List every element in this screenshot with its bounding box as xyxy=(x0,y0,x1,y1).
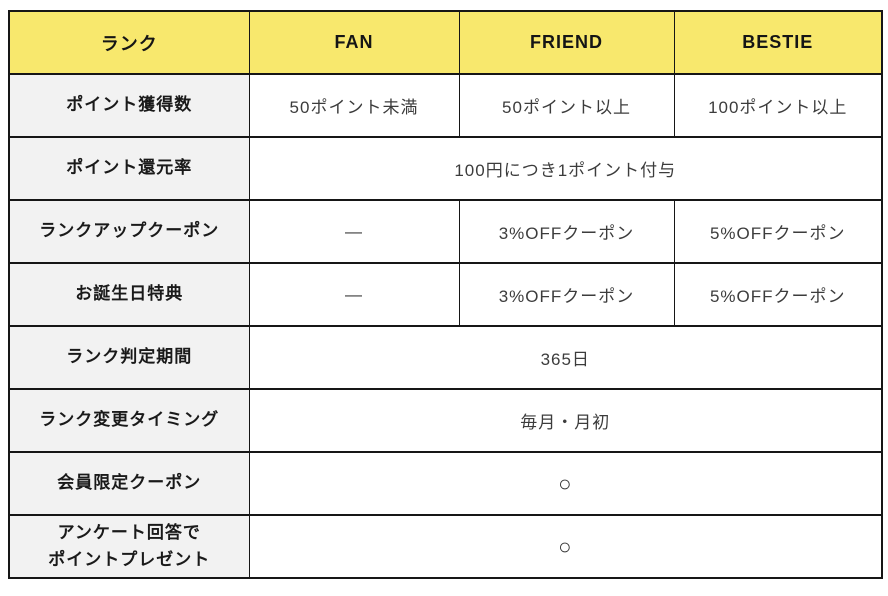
cell-rankup-coupon-bestie: 5%OFFクーポン xyxy=(673,199,883,264)
cell-birthday-benefit-bestie: 5%OFFクーポン xyxy=(673,262,883,327)
table-row-rank-change-timing: ランク変更タイミング 毎月・月初 xyxy=(8,388,883,453)
header-cell-friend: FRIEND xyxy=(458,10,675,75)
table-row-birthday-benefit: お誕生日特典 ― 3%OFFクーポン 5%OFFクーポン xyxy=(8,262,883,327)
header-cell-rank: ランク xyxy=(8,10,250,75)
table-row-point-rate: ポイント還元率 100円につき1ポイント付与 xyxy=(8,136,883,201)
cell-points-earned-bestie: 100ポイント以上 xyxy=(673,73,883,138)
row-label-birthday-benefit: お誕生日特典 xyxy=(8,262,250,327)
cell-points-earned-friend: 50ポイント以上 xyxy=(458,73,675,138)
row-label-rank-period: ランク判定期間 xyxy=(8,325,250,390)
cell-rank-period-all: 365日 xyxy=(248,325,883,390)
cell-rankup-coupon-fan: ― xyxy=(248,199,460,264)
header-cell-fan: FAN xyxy=(248,10,460,75)
membership-rank-table: ランク FAN FRIEND BESTIE ポイント獲得数 50ポイント未満 5… xyxy=(8,10,883,579)
table-row-points-earned: ポイント獲得数 50ポイント未満 50ポイント以上 100ポイント以上 xyxy=(8,73,883,138)
cell-rankup-coupon-friend: 3%OFFクーポン xyxy=(458,199,675,264)
cell-survey-points-all: ○ xyxy=(248,514,883,579)
cell-member-coupon-all: ○ xyxy=(248,451,883,516)
cell-points-earned-fan: 50ポイント未満 xyxy=(248,73,460,138)
table-row-rankup-coupon: ランクアップクーポン ― 3%OFFクーポン 5%OFFクーポン xyxy=(8,199,883,264)
table-header-row: ランク FAN FRIEND BESTIE xyxy=(8,10,883,75)
cell-rank-change-timing-all: 毎月・月初 xyxy=(248,388,883,453)
row-label-point-rate: ポイント還元率 xyxy=(8,136,250,201)
row-label-survey-points: アンケート回答で ポイントプレゼント xyxy=(8,514,250,579)
row-label-rank-change-timing: ランク変更タイミング xyxy=(8,388,250,453)
table-row-rank-period: ランク判定期間 365日 xyxy=(8,325,883,390)
table-row-member-coupon: 会員限定クーポン ○ xyxy=(8,451,883,516)
cell-birthday-benefit-fan: ― xyxy=(248,262,460,327)
table-row-survey-points: アンケート回答で ポイントプレゼント ○ xyxy=(8,514,883,579)
header-cell-bestie: BESTIE xyxy=(673,10,883,75)
cell-point-rate-all: 100円につき1ポイント付与 xyxy=(248,136,883,201)
row-label-points-earned: ポイント獲得数 xyxy=(8,73,250,138)
row-label-member-coupon: 会員限定クーポン xyxy=(8,451,250,516)
row-label-rankup-coupon: ランクアップクーポン xyxy=(8,199,250,264)
cell-birthday-benefit-friend: 3%OFFクーポン xyxy=(458,262,675,327)
